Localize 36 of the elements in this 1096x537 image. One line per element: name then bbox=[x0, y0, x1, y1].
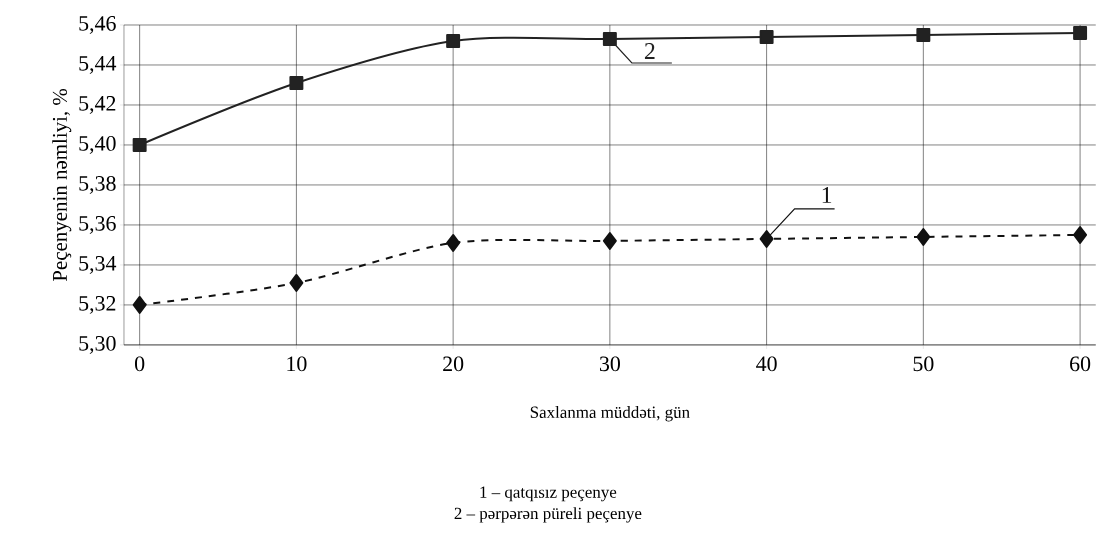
x-tick-label: 20 bbox=[443, 356, 464, 372]
x-tick-label: 0 bbox=[135, 356, 145, 372]
point bbox=[132, 138, 147, 152]
point bbox=[602, 32, 617, 47]
y-tick-label: 5,44 bbox=[79, 56, 117, 74]
point bbox=[446, 34, 461, 49]
x-tick-label: 10 bbox=[287, 356, 307, 372]
point bbox=[446, 234, 461, 252]
point bbox=[1073, 226, 1088, 244]
x-axis-title: Saxlanma müddəti, gün bbox=[530, 406, 690, 422]
x-tick-label: 60 bbox=[1070, 356, 1091, 372]
y-tick-label: 5,32 bbox=[79, 296, 116, 314]
y-tick-label: 5,30 bbox=[79, 336, 116, 354]
y-tick-label: 5,38 bbox=[79, 176, 116, 194]
point bbox=[759, 230, 774, 248]
text: 2 – pərpərən püreli peçenye bbox=[454, 507, 642, 523]
point bbox=[759, 30, 774, 45]
text: 1 – qatqısız peçenye bbox=[480, 486, 617, 502]
y-tick-label: 5,34 bbox=[79, 256, 117, 274]
point bbox=[602, 232, 617, 250]
y-tick-label: 5,42 bbox=[79, 96, 116, 114]
series-label: 1 bbox=[822, 187, 832, 203]
y-tick-label: 5,46 bbox=[79, 16, 116, 34]
point bbox=[132, 296, 147, 314]
x-tick-label: 50 bbox=[913, 356, 934, 372]
point bbox=[289, 274, 304, 292]
point bbox=[289, 76, 304, 91]
series-label: 2 bbox=[644, 43, 655, 59]
x-tick-label: 40 bbox=[756, 356, 777, 372]
x-tick-label: 30 bbox=[599, 356, 620, 372]
y-axis-title: Peçenyenin nəmliyi, % bbox=[52, 88, 72, 282]
point bbox=[1073, 26, 1088, 41]
y-tick-label: 5,40 bbox=[79, 136, 116, 154]
point bbox=[916, 28, 931, 43]
point bbox=[916, 228, 931, 246]
y-tick-label: 5,36 bbox=[79, 216, 116, 234]
